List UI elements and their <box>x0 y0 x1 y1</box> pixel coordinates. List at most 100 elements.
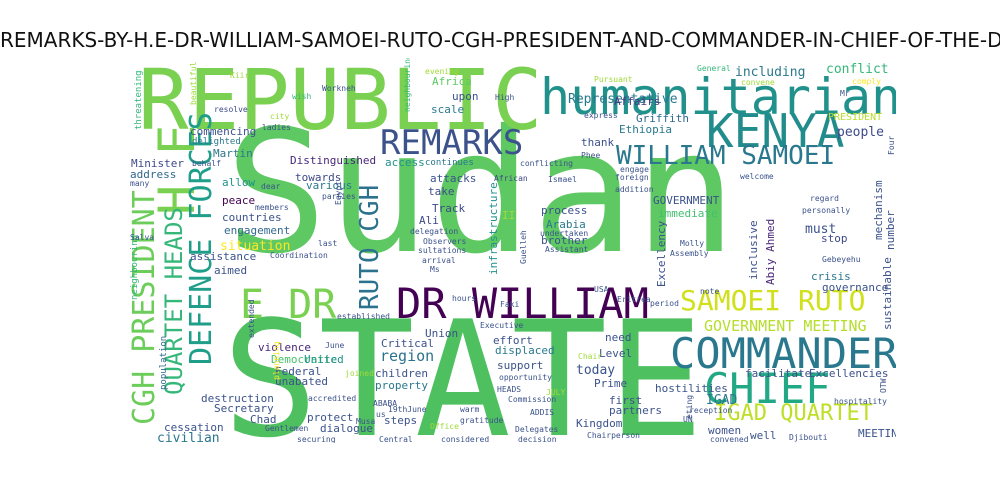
cloud-word: PRESIDENT <box>828 112 883 123</box>
cloud-word: CHIEF <box>704 364 831 413</box>
cloud-word: scale <box>431 103 465 116</box>
cloud-word: welcome <box>740 172 774 181</box>
cloud-word: Four <box>887 135 896 155</box>
cloud-word: Eritrea <box>617 295 651 304</box>
cloud-word: threatening <box>134 70 144 130</box>
cloud-word: effort <box>493 334 533 347</box>
cloud-word: Griffith <box>636 112 689 125</box>
cloud-word: countries <box>222 211 282 224</box>
cloud-word: address <box>130 168 177 181</box>
cloud-word: population <box>159 335 169 390</box>
cloud-word: governance <box>822 281 889 294</box>
cloud-word: 19thJune <box>388 405 427 414</box>
cloud-word: hostilities <box>655 382 728 395</box>
cloud-word: considered <box>441 435 490 444</box>
cloud-word: OTW <box>879 378 888 393</box>
cloud-word: destruction <box>201 392 274 405</box>
cloud-word: Commission <box>508 395 557 404</box>
cloud-word: hours <box>452 294 477 303</box>
cloud-word: dear <box>261 182 281 191</box>
cloud-word: Assistant <box>545 245 589 254</box>
cloud-word: Pursuant <box>594 75 633 84</box>
cloud-word: Representative <box>568 92 678 107</box>
cloud-word: stop <box>821 232 848 245</box>
cloud-word: REPUBLIC <box>138 58 543 149</box>
cloud-word: assistance <box>190 250 257 263</box>
cloud-word: Mr <box>840 89 850 98</box>
cloud-word: women <box>708 424 742 437</box>
cloud-word: Observers <box>423 237 467 246</box>
cloud-word: Prime <box>594 377 628 390</box>
cloud-word: behalf <box>192 159 221 168</box>
cloud-word: infrastructure <box>487 182 500 275</box>
cloud-word: evening <box>425 67 459 76</box>
cloud-word: children <box>375 367 428 380</box>
cloud-word: delegation <box>410 227 459 236</box>
cloud-word: immediate <box>658 207 718 220</box>
cloud-word: humanitarian <box>540 68 896 126</box>
cloud-word: many <box>130 179 150 188</box>
cloud-word: Central <box>379 435 413 444</box>
cloud-word: convened <box>710 435 749 444</box>
cloud-word: extended <box>247 299 256 338</box>
cloud-word: United <box>304 353 344 366</box>
cloud-word: hospitality <box>834 397 887 406</box>
cloud-word: number <box>884 210 896 250</box>
cloud-word: ABABA <box>373 399 398 408</box>
cloud-word: USA <box>594 285 609 294</box>
cloud-word: aimed <box>214 264 248 277</box>
cloud-word: Minister <box>131 157 184 170</box>
cloud-word: conflict <box>826 62 889 77</box>
cloud-word: RUTO CGH <box>355 184 385 310</box>
cloud-word: addition <box>615 185 654 194</box>
cloud-word: Coordination <box>270 251 328 260</box>
cloud-word: MEETING <box>858 427 896 440</box>
cloud-word: Djibouti <box>789 433 828 442</box>
cloud-word: Delegates <box>515 425 559 434</box>
cloud-word: comply <box>852 77 881 86</box>
cloud-word: Molly <box>680 239 705 248</box>
cloud-word: engagement <box>224 224 291 237</box>
cloud-word: conflicting <box>520 159 573 168</box>
cloud-word: cessation <box>164 421 224 434</box>
cloud-word: Secretary <box>214 402 274 415</box>
cloud-word: Kingdom <box>576 417 623 430</box>
cloud-word: upon <box>452 90 479 103</box>
cloud-word: resolve <box>214 105 248 114</box>
cloud-word: mechanism <box>872 180 885 240</box>
cloud-word: thank <box>581 136 615 149</box>
cloud-word: Excellencies <box>809 367 889 380</box>
cloud-word: African <box>494 174 528 183</box>
cloud-word: members <box>255 203 289 212</box>
cloud-word: COMMANDER <box>670 329 896 378</box>
cloud-word: High <box>495 93 515 102</box>
cloud-word: Track <box>432 202 466 215</box>
cloud-word: ladies <box>262 123 291 132</box>
cloud-word: partners <box>609 404 662 417</box>
cloud-word: people <box>837 125 884 140</box>
cloud-word: foreign <box>615 173 649 182</box>
cloud-word: brother <box>541 234 588 247</box>
cloud-word: Ms <box>430 265 440 274</box>
cloud-word: Critical <box>381 337 434 350</box>
cloud-word: WILLIAM SAMOEI <box>616 141 836 171</box>
cloud-word: last <box>318 239 338 248</box>
cloud-word: eting <box>685 394 694 419</box>
cloud-word: need <box>605 331 632 344</box>
cloud-word: personally <box>802 206 851 215</box>
cloud-word: situation <box>220 239 291 254</box>
cloud-word: continues <box>425 158 474 168</box>
cloud-word: region <box>380 347 435 365</box>
cloud-word: neighbouring <box>403 58 412 112</box>
cloud-word: CGH PRESIDENT <box>127 190 162 425</box>
cloud-word: HEADS <box>497 385 522 394</box>
cloud-word: ADDIS <box>530 408 555 417</box>
cloud-word: Excellency <box>655 220 668 287</box>
cloud-word: facilitate <box>745 367 812 380</box>
cloud-word: gratitude <box>460 416 504 425</box>
cloud-word: planning <box>272 341 281 380</box>
chart-title: REMARKS-BY-H.E-DR-WILLIAM-SAMOEI-RUTO-CG… <box>0 30 1000 50</box>
cloud-word: note <box>700 287 720 296</box>
cloud-word: Level <box>599 347 633 360</box>
cloud-word: II <box>502 209 516 222</box>
